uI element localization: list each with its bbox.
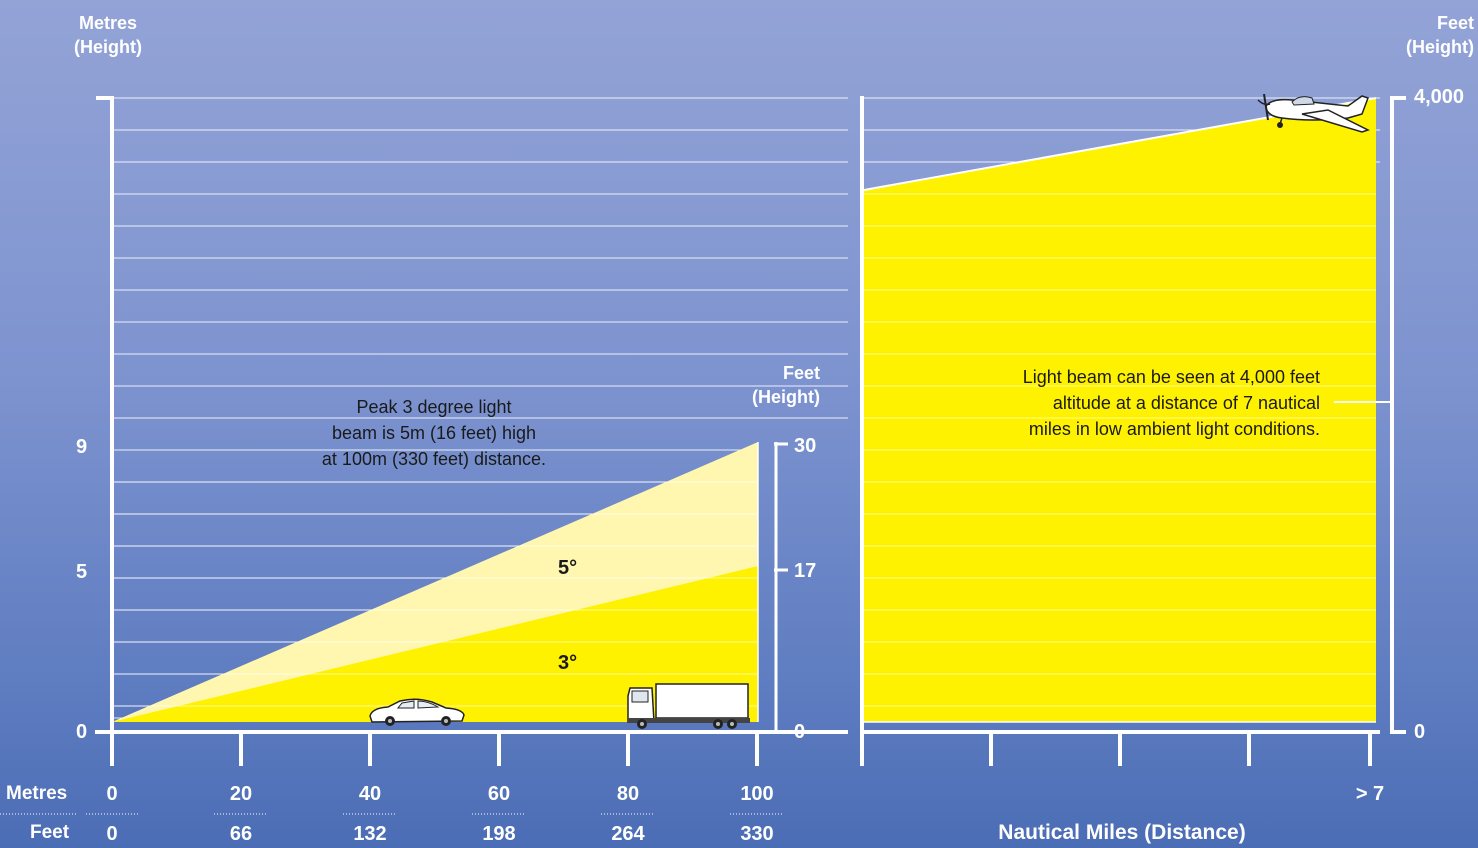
x-metres-tick-40: 40 [358, 783, 382, 805]
x-metres-tick-0: 0 [106, 783, 118, 805]
beam-5-label: 5° [558, 557, 578, 579]
x-feet-tick-66: 66 [229, 823, 253, 845]
left-y-tick-5: 5 [76, 561, 88, 583]
left-note: Peak 3 degree light beam is 5m (16 feet)… [321, 397, 547, 469]
car-icon [369, 698, 465, 726]
right-note: Light beam can be seen at 4,000 feet alt… [1022, 367, 1320, 439]
beam-3-degree [112, 566, 758, 722]
right-tick-4000: 4,000 [1414, 86, 1465, 108]
x-feet-tick-198: 198 [482, 823, 516, 845]
x-metres-tick-100: 100 [740, 783, 774, 805]
x-metres-label: Metres [6, 783, 68, 804]
left-y-axis-title: Metres (Height) [74, 13, 142, 57]
right-x-axis-title: Nautical Miles (Distance) [998, 821, 1246, 844]
left-y-tick-0: 0 [76, 721, 88, 743]
x-metres-tick-60: 60 [487, 783, 511, 805]
left-axes [95, 96, 848, 766]
right-axis-title: Feet (Height) [1406, 13, 1474, 57]
right-beam-grid [864, 193, 1376, 707]
x-feet-tick-264: 264 [611, 823, 645, 845]
x-feet-tick-132: 132 [353, 823, 387, 845]
right-x-tick: > 7 [1355, 783, 1385, 805]
x-metres-tick-20: 20 [229, 783, 253, 805]
right-axes [860, 96, 1406, 766]
airplane-icon [1257, 93, 1370, 133]
x-feet-tick-0: 0 [106, 823, 118, 845]
left-feet-tick-0: 0 [794, 721, 806, 743]
left-feet-axis-title: Feet (Height) [752, 363, 820, 407]
x-metres-tick-80: 80 [616, 783, 640, 805]
right-tick-0: 0 [1414, 721, 1426, 743]
truck-icon [627, 683, 750, 729]
x-feet-tick-330: 330 [740, 823, 774, 845]
left-y-tick-9: 9 [76, 436, 88, 458]
beam-right [864, 98, 1376, 722]
beam-grid-overlay [112, 481, 758, 707]
left-feet-tick-17: 17 [794, 560, 817, 582]
x-feet-label: Feet [30, 822, 70, 843]
left-feet-tick-30: 30 [794, 435, 817, 457]
beam-3-label: 3° [558, 652, 578, 674]
